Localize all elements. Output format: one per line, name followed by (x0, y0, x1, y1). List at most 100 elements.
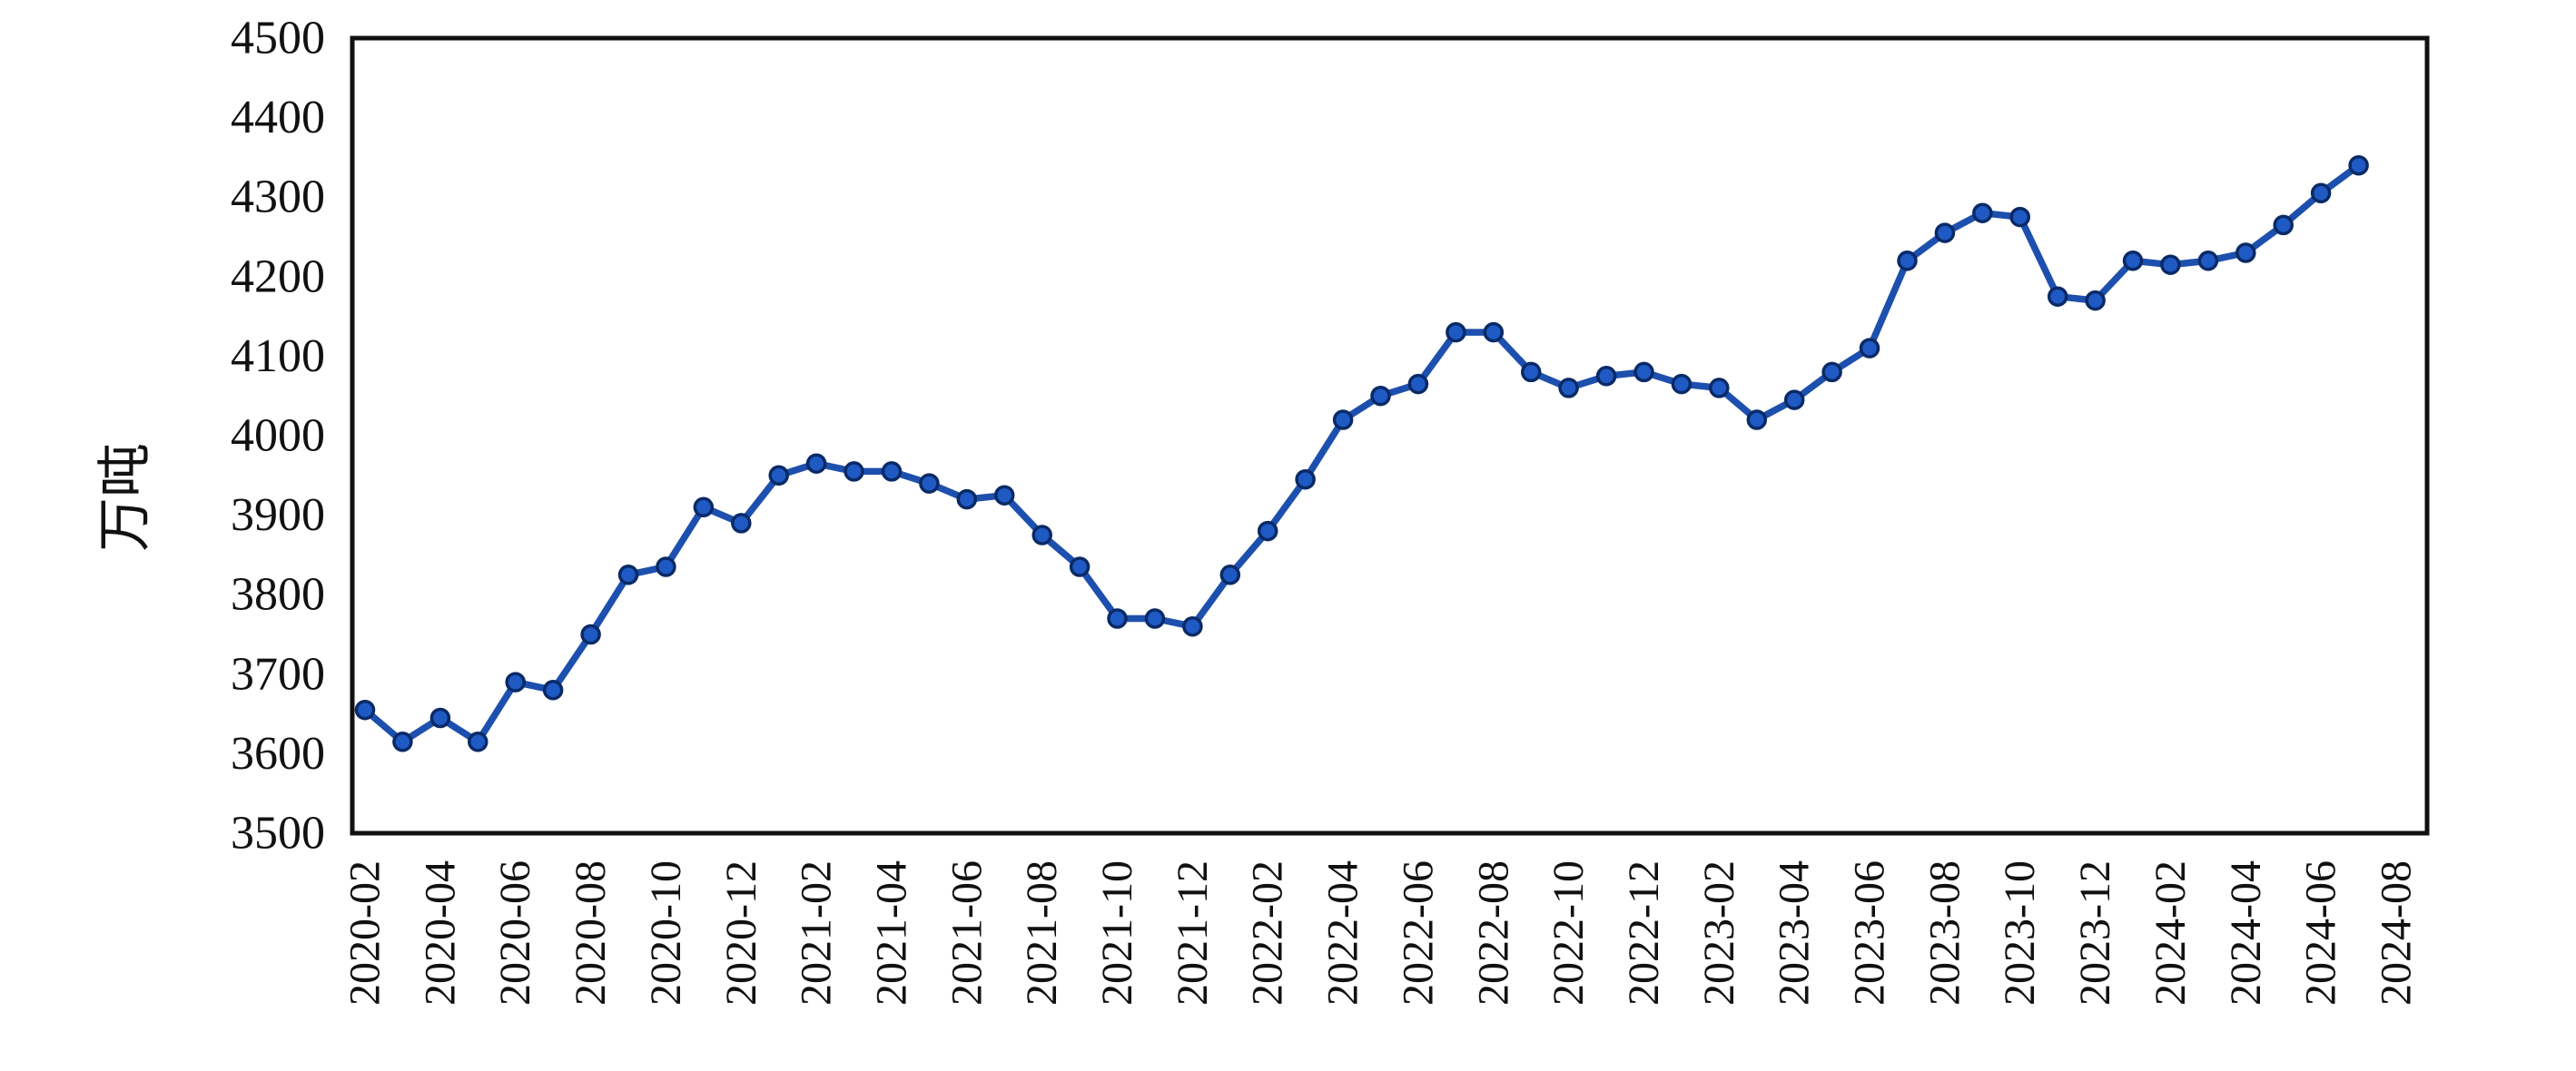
data-point-marker (1295, 468, 1316, 490)
y-tick-label: 4500 (231, 13, 325, 64)
x-axis-tick-labels: 2020-02 2020-04 2020-06 2020-08 2020-10 2020-… (341, 860, 2421, 1006)
data-point-marker (468, 732, 489, 752)
y-tick-label: 4300 (231, 172, 325, 223)
data-point-marker (693, 496, 715, 518)
data-point-marker (2273, 214, 2294, 236)
data-point-marker (1709, 378, 1730, 398)
data-point-marker (505, 672, 526, 693)
data-point-marker (2122, 251, 2144, 271)
x-tick-label: 2023-08 (1920, 860, 1969, 1006)
x-tick-label: 2022-06 (1394, 860, 1442, 1006)
x-tick-label: 2021-10 (1093, 860, 1141, 1006)
series-line (361, 162, 2363, 746)
data-point-marker (2085, 290, 2106, 311)
x-tick-label: 2022-02 (1244, 860, 1292, 1006)
data-point-marker (1746, 409, 1768, 430)
data-point-marker (1558, 378, 1579, 398)
data-point-marker (2348, 154, 2369, 176)
data-point-marker (1332, 409, 1354, 430)
data-point-marker (2160, 254, 2181, 275)
data-point-marker (1483, 321, 1505, 343)
data-point-marker (1182, 615, 1203, 637)
x-tick-label: 2023-12 (2071, 860, 2119, 1006)
x-tick-label: 2021-06 (943, 860, 991, 1006)
data-point-marker (993, 485, 1015, 506)
data-point-marker (1783, 389, 1805, 410)
data-point-marker (392, 732, 413, 752)
x-tick-label: 2024-04 (2222, 860, 2270, 1006)
x-tick-label: 2021-04 (867, 860, 915, 1006)
data-point-marker (1407, 373, 1429, 395)
data-point-marker (1257, 520, 1278, 542)
data-point-marker (542, 680, 564, 701)
x-tick-label: 2023-06 (1846, 860, 1894, 1006)
data-point-marker (1671, 373, 1693, 395)
data-point-marker (1821, 361, 1842, 383)
y-tick-label: 3700 (231, 648, 325, 700)
x-tick-label: 2020-08 (567, 860, 615, 1006)
data-point-marker (1934, 222, 1956, 243)
data-point-marker (1897, 251, 1918, 271)
x-tick-label: 2022-12 (1620, 860, 1668, 1006)
data-point-marker (844, 461, 864, 482)
data-point-marker (1031, 525, 1052, 545)
x-tick-label: 2020-02 (341, 860, 390, 1006)
data-point-marker (1595, 366, 1617, 387)
data-point-marker (2310, 182, 2332, 204)
x-tick-label: 2024-02 (2147, 860, 2195, 1006)
data-point-marker (1972, 202, 1993, 223)
data-point-marker (354, 699, 376, 721)
x-tick-label: 2023-04 (1771, 860, 1819, 1006)
data-series (354, 154, 2369, 752)
x-tick-label: 2024-08 (2373, 860, 2421, 1006)
data-point-marker (1446, 321, 1466, 343)
y-axis-title: 万吨 (95, 443, 155, 552)
data-point-marker (617, 565, 639, 585)
data-point-marker (1219, 565, 1241, 585)
data-point-marker (1859, 338, 1880, 359)
x-tick-label: 2022-04 (1319, 860, 1367, 1006)
data-point-marker (1370, 385, 1391, 407)
x-tick-label: 2020-10 (642, 860, 690, 1006)
x-tick-label: 2020-12 (717, 860, 765, 1006)
x-tick-label: 2022-10 (1545, 860, 1593, 1006)
y-tick-label: 3800 (231, 569, 325, 621)
x-tick-label: 2023-10 (1996, 860, 2044, 1006)
y-tick-label: 4000 (231, 410, 325, 462)
data-point-marker (881, 461, 903, 482)
x-tick-label: 2021-02 (793, 860, 841, 1006)
data-point-marker (1633, 361, 1654, 383)
data-point-marker (429, 707, 451, 729)
data-point-marker (2009, 206, 2030, 228)
data-point-marker (919, 473, 940, 494)
data-point-marker (1520, 361, 1542, 383)
data-point-marker (2197, 251, 2219, 271)
x-tick-label: 2024-06 (2297, 860, 2345, 1006)
y-tick-label: 4400 (231, 92, 325, 143)
data-point-marker (2047, 286, 2068, 307)
data-point-marker (1069, 556, 1091, 577)
y-tick-label: 4200 (231, 251, 325, 302)
plot-area-border (350, 35, 2430, 836)
x-tick-label: 2020-04 (416, 860, 464, 1006)
data-point-marker (2235, 242, 2256, 263)
data-point-marker (956, 488, 978, 510)
x-tick-label: 2020-06 (491, 860, 539, 1006)
y-tick-label: 4100 (231, 330, 325, 382)
y-tick-label: 3500 (231, 808, 325, 860)
data-point-marker (731, 513, 752, 534)
y-axis-tick-labels: 4500 4400 4300 4200 4100 4000 3900 3800 3700 3600… (231, 13, 325, 860)
x-tick-label: 2023-02 (1695, 860, 1743, 1006)
data-point-marker (656, 556, 676, 577)
x-tick-label: 2022-08 (1469, 860, 1517, 1006)
data-point-marker (1107, 608, 1128, 629)
y-tick-label: 3900 (231, 489, 325, 541)
data-point-marker (768, 465, 789, 486)
x-tick-label: 2021-08 (1018, 860, 1066, 1006)
data-point-marker (805, 453, 827, 474)
data-point-marker (580, 624, 601, 645)
y-tick-label: 3600 (231, 728, 325, 780)
data-point-marker (1144, 608, 1166, 629)
